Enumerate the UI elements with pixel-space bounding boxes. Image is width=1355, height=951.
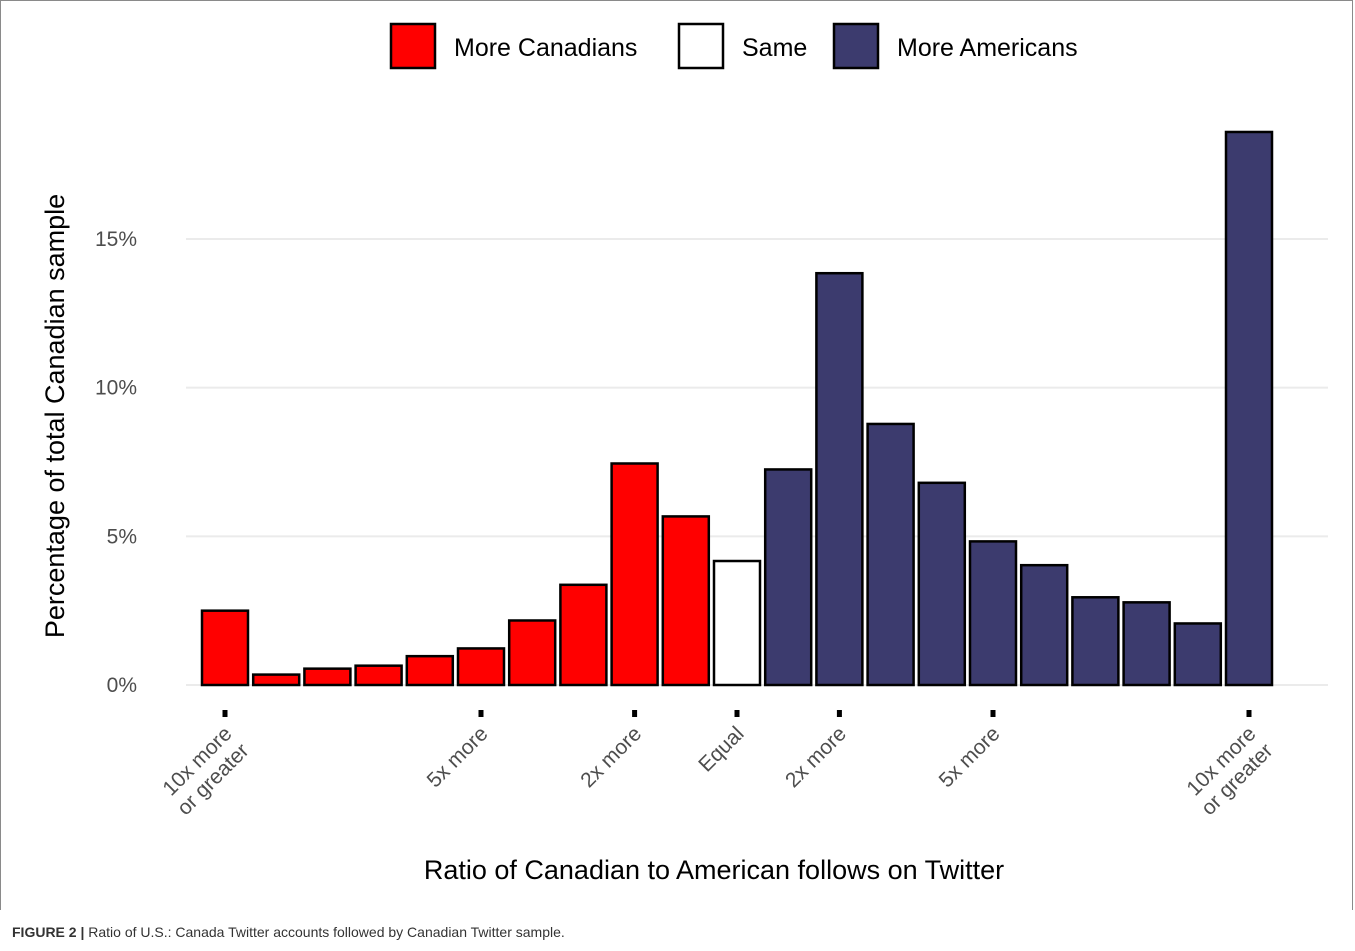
caption-text: Ratio of U.S.: Canada Twitter accounts f… xyxy=(84,924,565,940)
bar xyxy=(405,654,455,687)
x-tick-mark xyxy=(222,710,228,717)
x-tick-label: 5x more xyxy=(935,722,1005,792)
bar xyxy=(1224,130,1274,687)
x-tick-label: 5x more xyxy=(423,722,493,792)
x-tick-label: 2x more xyxy=(781,722,851,792)
bar xyxy=(661,515,711,687)
bar xyxy=(507,619,557,687)
legend-label: Same xyxy=(742,34,807,62)
legend-label: More Americans xyxy=(897,34,1078,62)
x-tick-label: 10x moreor greater xyxy=(1180,722,1278,820)
bar xyxy=(866,422,915,687)
x-tick-label: Equal xyxy=(694,722,748,776)
figure-caption: FIGURE 2 | Ratio of U.S.: Canada Twitter… xyxy=(12,924,565,940)
bar xyxy=(354,664,403,687)
legend-key xyxy=(389,22,437,70)
bars xyxy=(200,130,1274,687)
legend: More Canadians Same More Americans xyxy=(389,22,1078,70)
bar xyxy=(303,667,352,687)
x-tick-mark xyxy=(836,710,842,717)
bar xyxy=(815,271,864,687)
x-tick-mark xyxy=(1246,710,1252,717)
bar-chart: 0% 5% 10% 15% 10x moreor greater 5x more 2x m… xyxy=(40,22,1328,885)
y-tick-label: 10% xyxy=(95,377,137,400)
bar xyxy=(610,462,659,687)
x-tick-mark xyxy=(478,710,484,717)
x-tick-label: 2x more xyxy=(576,722,646,792)
bar xyxy=(1122,601,1171,687)
x-axis-title: Ratio of Canadian to American follows on… xyxy=(424,855,1004,885)
bar xyxy=(1173,622,1223,687)
y-tick-label: 0% xyxy=(107,674,137,697)
x-axis-ticks: 10x moreor greater 5x more 2x more Equal 2x … xyxy=(156,710,1278,820)
bar xyxy=(1019,563,1069,687)
caption-label: FIGURE 2 | xyxy=(12,924,85,940)
y-tick-label: 15% xyxy=(95,228,137,251)
bar xyxy=(456,647,506,687)
legend-key xyxy=(832,22,880,70)
y-axis-title: Percentage of total Canadian sample xyxy=(40,194,70,638)
x-tick-mark xyxy=(632,710,638,717)
bar xyxy=(763,468,813,687)
bar xyxy=(559,583,608,687)
y-axis-tick-labels: 0% 5% 10% 15% xyxy=(95,228,137,697)
legend-label: More Canadians xyxy=(454,34,637,62)
bar xyxy=(917,481,967,687)
figure-frame xyxy=(0,0,1353,910)
bar xyxy=(968,540,1018,687)
legend-key xyxy=(677,22,725,70)
bar xyxy=(200,609,250,687)
x-tick-label: 10x moreor greater xyxy=(156,722,254,820)
y-tick-label: 5% xyxy=(107,525,137,548)
x-tick-mark xyxy=(990,710,996,717)
x-tick-mark xyxy=(734,710,740,717)
bar xyxy=(251,673,301,687)
bar xyxy=(712,559,762,687)
bar xyxy=(1071,596,1120,687)
